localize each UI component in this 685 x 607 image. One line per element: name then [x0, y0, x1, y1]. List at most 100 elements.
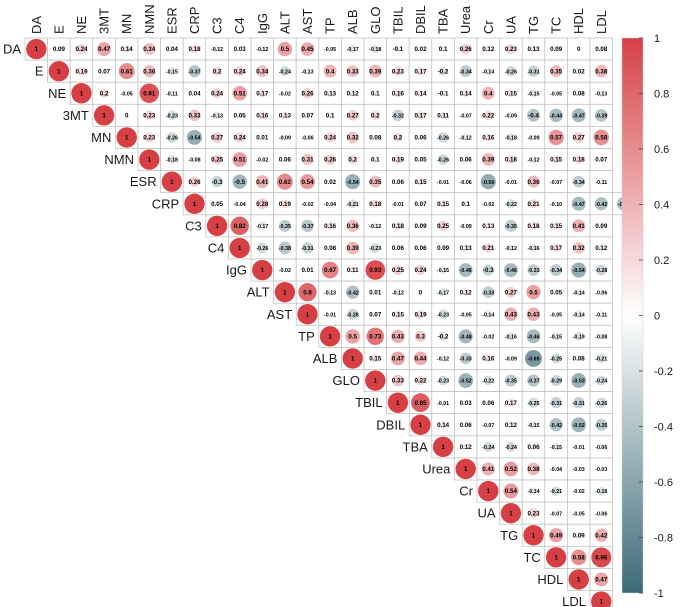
value-label: -0.12	[392, 290, 404, 296]
cell-DA-Cr: 0.12	[476, 37, 500, 61]
value-label: -0.2	[438, 68, 449, 75]
correlation-circle	[167, 155, 177, 164]
value-label: -0.13	[324, 290, 336, 296]
cell-MN-GLO: 0.08	[363, 126, 387, 149]
correlation-circle	[528, 199, 539, 209]
cell-ALB-HDL: 0.08	[567, 347, 591, 370]
cell-MN-ALB: 0.32	[341, 126, 365, 149]
correlation-circle	[301, 153, 314, 166]
value-label: 0.18	[505, 157, 518, 164]
column-label: CRP	[187, 7, 202, 34]
correlation-circle	[463, 112, 469, 119]
value-label: 0.16	[256, 112, 269, 119]
cell-MN-HDL: 0.27	[567, 126, 591, 149]
correlation-circle	[526, 307, 541, 321]
correlation-circle	[548, 129, 564, 146]
correlation-circle	[596, 353, 606, 364]
correlation-circle	[483, 110, 494, 121]
correlation-circle	[596, 375, 607, 386]
correlation-circle	[599, 467, 604, 471]
correlation-circle	[571, 196, 586, 211]
correlation-circle	[551, 486, 561, 496]
value-label: 0.11	[347, 267, 359, 274]
correlation-circle	[414, 330, 427, 342]
value-label: 0.12	[347, 90, 360, 97]
cell-3MT-TBA: 0.11	[431, 103, 455, 127]
value-label: 0.34	[256, 68, 269, 75]
value-label: -0.37	[527, 379, 539, 385]
value-label: 0.24	[211, 90, 224, 97]
value-label: -0.11	[595, 180, 607, 186]
value-label: 0.54	[301, 179, 314, 186]
value-label: -0.18	[595, 489, 607, 495]
value-label: -0.42	[550, 423, 562, 429]
value-label: -0.15	[166, 69, 178, 75]
row-label: MN	[91, 130, 111, 145]
value-label: 0.93	[369, 267, 382, 274]
value-label: -0.08	[188, 158, 200, 164]
value-label: -0.32	[392, 113, 404, 119]
cell-NE-3MT: 0.2	[92, 81, 116, 105]
value-label: -0.22	[505, 202, 517, 208]
cell-TP-HDL: -0.19	[567, 324, 591, 348]
column-label: C4	[232, 17, 247, 34]
cell-DA-HDL: 0	[567, 37, 591, 61]
correlation-circle	[303, 67, 312, 75]
correlation-circle	[481, 86, 495, 100]
cell-DA-UA: 0.23	[499, 37, 523, 61]
correlation-circle	[527, 175, 540, 188]
correlation-circle	[572, 219, 586, 233]
correlation-circle	[439, 199, 448, 208]
value-label: -0.24	[505, 445, 517, 451]
correlation-circle	[395, 245, 401, 251]
cell-ALT-ALB: -0.42	[341, 280, 365, 304]
cell-NMN-Cr: 0.39	[476, 148, 500, 171]
cell-TG-TG: 1	[521, 523, 546, 547]
cell-E-ALT: -0.24	[273, 59, 297, 83]
cell-C3-TBIL: 0.18	[386, 214, 410, 238]
cell-ALT-ALT: 1	[273, 280, 297, 304]
value-label: 0.62	[279, 179, 292, 186]
colorbar-tick-label: 0	[654, 311, 660, 323]
correlation-circle	[392, 374, 404, 387]
correlation-circle	[527, 374, 540, 387]
correlation-circle	[553, 178, 559, 185]
value-label: 0.27	[573, 135, 586, 142]
value-label: 0.21	[527, 201, 540, 208]
value-label: 0.06	[392, 245, 405, 252]
cell-ALT-TBA: -0.17	[431, 280, 455, 304]
colorbar-tick-label: -0.6	[654, 477, 673, 489]
cell-E-NE: 0.19	[69, 59, 94, 83]
value-label: -0.54	[573, 268, 585, 274]
correlation-circle	[213, 111, 221, 120]
value-label: 1	[577, 577, 581, 584]
cell-NE-C4: 0.51	[228, 81, 252, 105]
value-label: 0.61	[121, 68, 134, 75]
correlation-circle	[321, 261, 339, 279]
cell-NMN-IgG: -0.02	[250, 148, 274, 171]
value-label: -0.24	[482, 445, 494, 451]
correlation-circle	[347, 308, 359, 320]
correlation-circle	[595, 418, 608, 431]
row-label: 3MT	[63, 108, 89, 123]
column-label: ALB	[345, 9, 360, 34]
cell-ALT-LDL: -0.06	[589, 280, 613, 304]
value-label: 0.25	[211, 157, 224, 164]
correlation-circle	[459, 65, 472, 78]
value-label: 0.03	[460, 400, 473, 407]
cell-ESR-TBA: -0.01	[431, 170, 455, 194]
value-label: 0.33	[347, 68, 360, 75]
value-label: -0.21	[347, 202, 359, 208]
value-label: 0.18	[527, 223, 540, 230]
cell-NE-ALT: -0.02	[273, 81, 297, 105]
value-label: -0.47	[573, 202, 585, 208]
correlation-circle	[527, 462, 540, 476]
correlation-circle	[394, 45, 402, 53]
value-label: 0.39	[482, 157, 495, 164]
value-label: -0.35	[279, 224, 291, 230]
correlation-circle	[348, 154, 358, 165]
correlation-circle	[325, 132, 336, 143]
cell-NE-C3: 0.24	[205, 81, 229, 105]
correlation-circle	[300, 174, 315, 190]
